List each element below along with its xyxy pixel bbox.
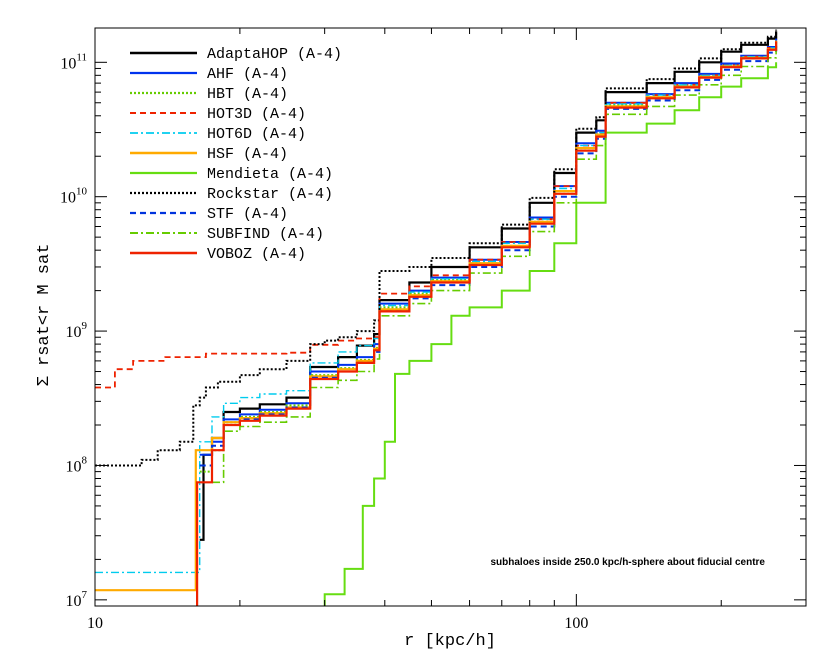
legend-label-hot6d-a-4: HOT6D (A-4) [207,126,306,143]
legend-label-rockstar-a-4: Rockstar (A-4) [207,186,333,203]
legend-label-hsf-a-4: HSF (A-4) [207,146,288,163]
x-tick-label: 10 [87,615,103,632]
series-line-hot6d-a-4 [95,39,777,574]
x-tick-label: 100 [564,615,588,632]
legend-label-subfind-a-4: SUBFIND (A-4) [207,226,324,243]
series-line-voboz-a-4 [196,41,778,606]
series-layer [95,29,778,606]
series-line-rockstar-a-4 [95,29,778,467]
y-tick-label: 109 [66,320,88,341]
y-axis-label: Σ rsat<r M sat [35,244,54,387]
tick-layer: 10 100 107 108 109 1010 1011 [60,28,807,632]
series-line-mendieta-a-4 [323,62,778,606]
y-tick-label: 108 [66,454,88,475]
y-tick-label: 1010 [60,186,88,207]
y-tick-label: 107 [66,589,88,610]
plot-frame [94,27,807,607]
series-line-adaptahop-a-4 [199,31,778,541]
x-axis-label: r [kpc/h] [404,632,496,651]
series-line-hot3d-a-4 [95,39,777,389]
annotation-text: subhaloes inside 250.0 kpc/h-sphere abou… [490,557,765,568]
legend-label-adaptahop-a-4: AdaptaHOP (A-4) [207,46,342,63]
legend-label-hbt-a-4: HBT (A-4) [207,86,288,103]
legend-label-stf-a-4: STF (A-4) [207,206,288,223]
legend-label-voboz-a-4: VOBOZ (A-4) [207,246,306,263]
legend-label-ahf-a-4: AHF (A-4) [207,66,288,83]
legend-label-mendieta-a-4: Mendieta (A-4) [207,166,333,183]
series-line-stf-a-4 [199,44,778,467]
series-line-subfind-a-4 [212,50,777,484]
y-tick-label: 1011 [60,51,87,72]
legend-label-hot3d-a-4: HOT3D (A-4) [207,106,306,123]
legend: AdaptaHOP (A-4) AHF (A-4) HBT (A-4) HOT3D (… [130,46,342,263]
